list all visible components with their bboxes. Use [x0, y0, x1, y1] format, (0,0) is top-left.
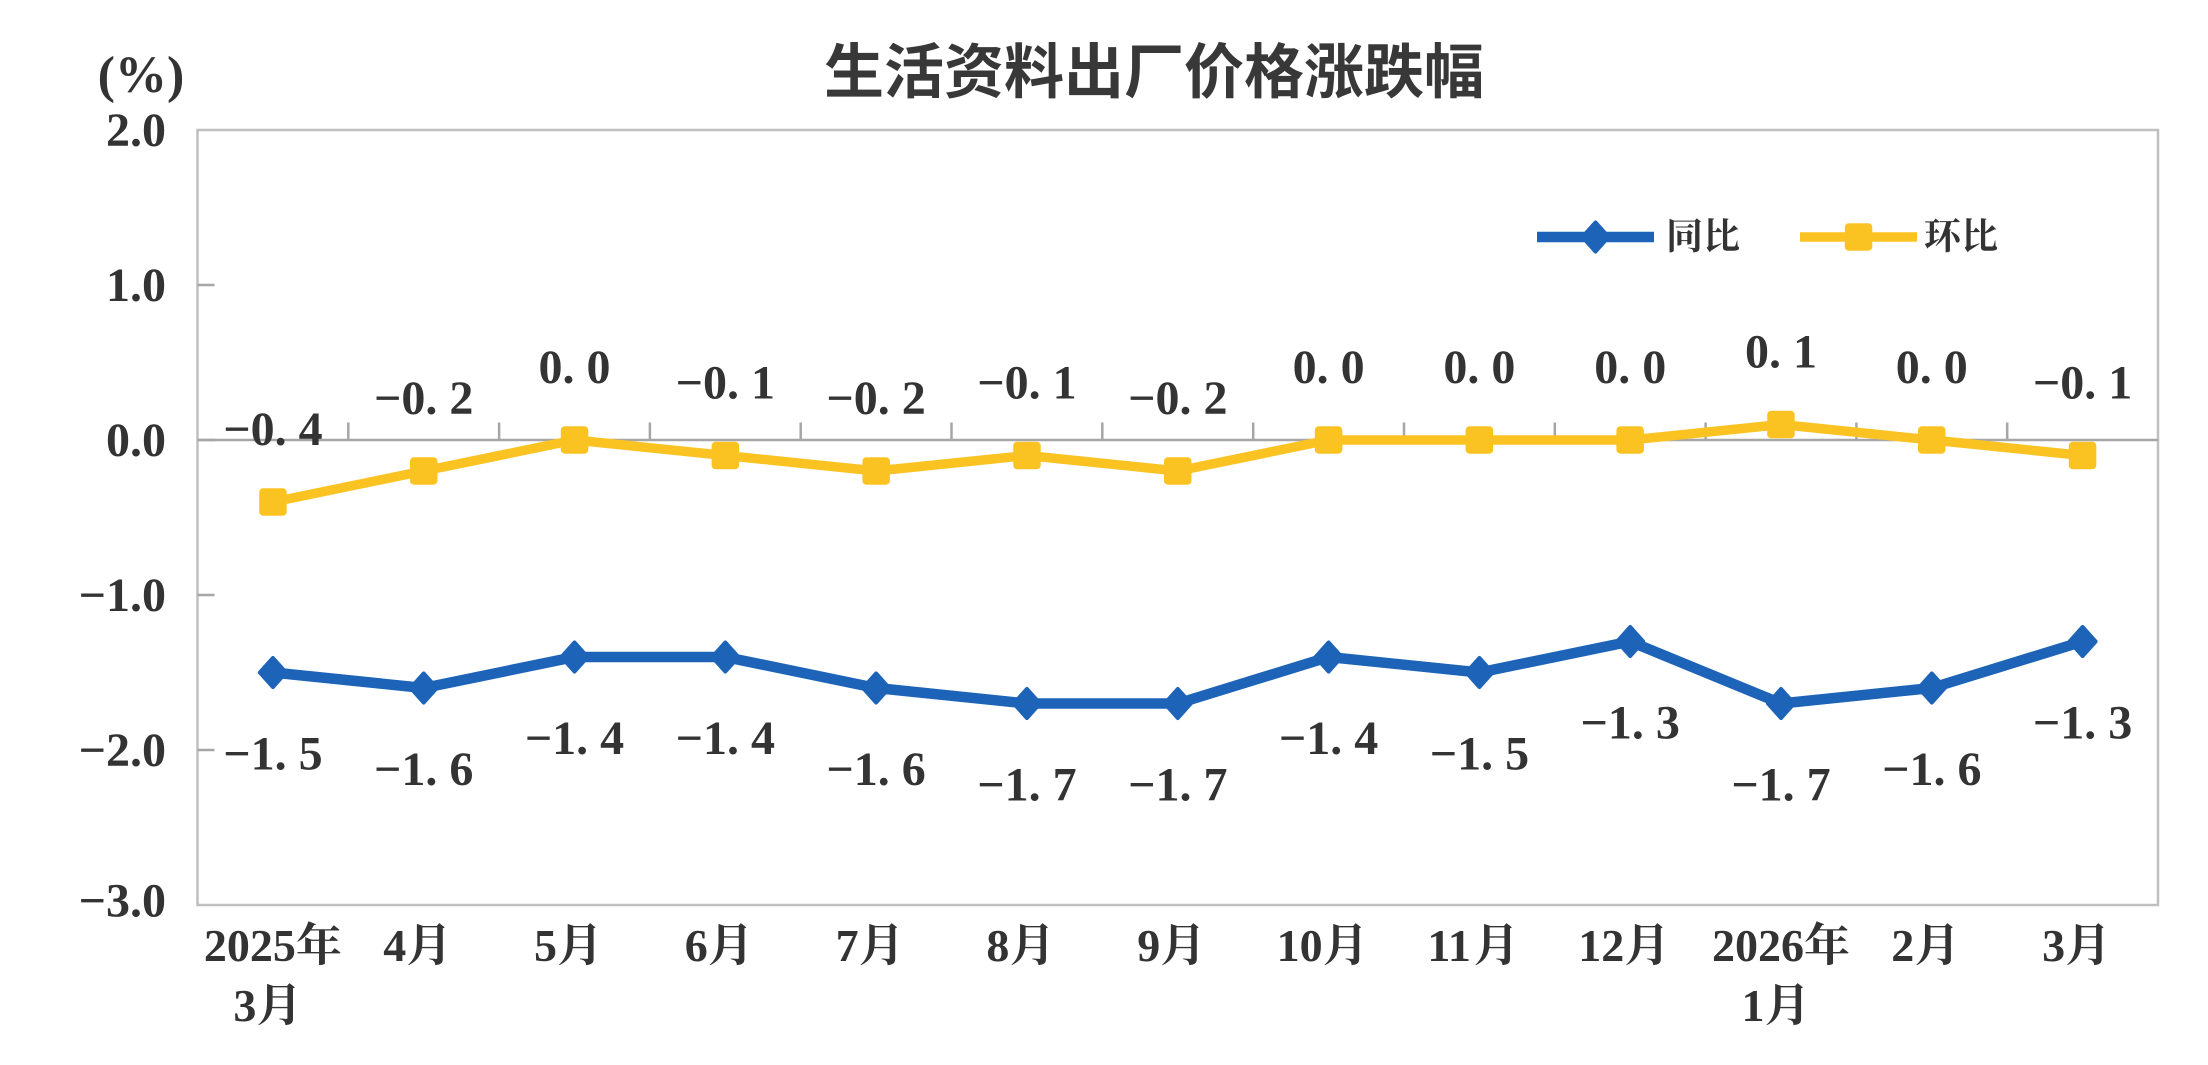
svg-text:2.0: 2.0	[106, 104, 166, 157]
svg-text:12: 12	[1578, 920, 1624, 971]
svg-text:−1. 7: −1. 7	[1731, 759, 1830, 812]
svg-text:−2.0: −2.0	[79, 724, 166, 777]
svg-text:4: 4	[383, 920, 406, 971]
svg-text:−1. 4: −1. 4	[1279, 712, 1378, 765]
svg-text:9: 9	[1137, 920, 1160, 971]
svg-text:0. 0: 0. 0	[1443, 341, 1515, 394]
svg-text:−0. 1: −0. 1	[676, 357, 775, 410]
svg-text:3: 3	[2042, 920, 2065, 971]
svg-text:−0. 4: −0. 4	[223, 403, 322, 456]
svg-text:0. 0: 0. 0	[1293, 341, 1365, 394]
svg-text:−1. 3: −1. 3	[2033, 697, 2132, 750]
svg-text:0. 0: 0. 0	[539, 341, 611, 394]
svg-text:−3.0: −3.0	[79, 875, 166, 928]
svg-text:−0. 2: −0. 2	[1128, 372, 1227, 425]
svg-text:0. 0: 0. 0	[1896, 341, 1968, 394]
svg-text:−1. 6: −1. 6	[1882, 743, 1981, 796]
svg-text:−1. 5: −1. 5	[223, 728, 322, 781]
svg-text:0. 1: 0. 1	[1745, 326, 1817, 379]
svg-text:−1. 6: −1. 6	[374, 743, 473, 796]
svg-text:2025: 2025	[204, 920, 296, 971]
svg-text:(%): (%)	[98, 47, 185, 104]
svg-text:−1. 7: −1. 7	[977, 759, 1076, 812]
svg-text:1.0: 1.0	[106, 259, 166, 312]
svg-text:−0. 2: −0. 2	[374, 372, 473, 425]
svg-text:6: 6	[685, 920, 708, 971]
svg-text:−1. 4: −1. 4	[676, 712, 775, 765]
svg-text:8: 8	[986, 920, 1009, 971]
svg-text:3: 3	[233, 980, 256, 1031]
svg-text:5: 5	[534, 920, 557, 971]
svg-text:−0. 2: −0. 2	[826, 372, 925, 425]
svg-text:2: 2	[1891, 920, 1914, 971]
svg-text:−1. 4: −1. 4	[525, 712, 624, 765]
svg-text:−1.0: −1.0	[79, 569, 166, 622]
svg-text:1: 1	[1742, 980, 1765, 1031]
svg-text:−1. 5: −1. 5	[1430, 728, 1529, 781]
svg-text:−1. 3: −1. 3	[1581, 697, 1680, 750]
svg-text:−0. 1: −0. 1	[2033, 357, 2132, 410]
svg-text:7: 7	[836, 920, 859, 971]
svg-text:−0. 1: −0. 1	[977, 357, 1076, 410]
svg-text:11: 11	[1427, 920, 1470, 971]
svg-text:0.0: 0.0	[106, 414, 166, 467]
svg-text:−1. 6: −1. 6	[826, 743, 925, 796]
svg-text:0. 0: 0. 0	[1594, 341, 1666, 394]
svg-text:10: 10	[1277, 920, 1323, 971]
svg-text:2026: 2026	[1712, 920, 1804, 971]
svg-text:−1. 7: −1. 7	[1128, 759, 1227, 812]
